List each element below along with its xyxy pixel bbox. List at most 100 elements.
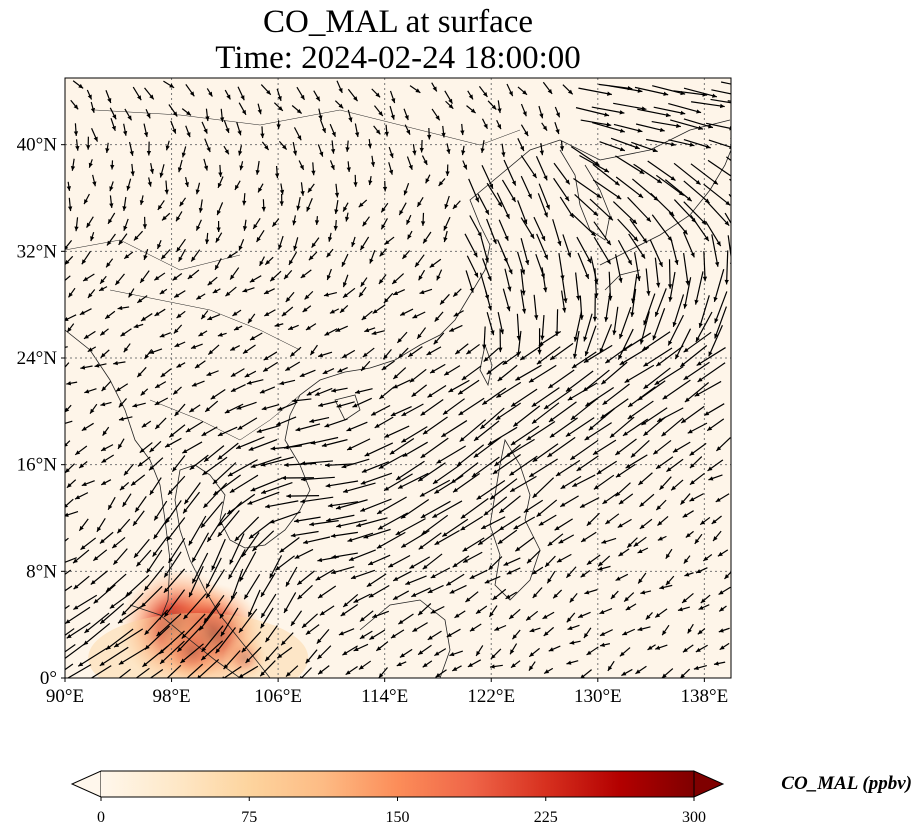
wind-arrow-head bbox=[146, 113, 151, 119]
wind-arrow bbox=[140, 585, 163, 608]
wind-arrow-head bbox=[532, 457, 538, 462]
wind-arrow-head bbox=[172, 128, 177, 134]
wind-arrow bbox=[674, 328, 692, 360]
wind-arrow-head bbox=[366, 582, 372, 587]
wind-arrow-head bbox=[106, 645, 111, 650]
wind-arrow bbox=[84, 612, 110, 634]
wind-arrow-head bbox=[96, 526, 102, 532]
wind-arrow-head bbox=[118, 660, 124, 665]
wind-arrow-head bbox=[79, 525, 84, 531]
wind-arrow-head bbox=[195, 189, 200, 195]
wind-arrow bbox=[647, 160, 676, 182]
wind-arrow-head bbox=[532, 493, 538, 498]
wind-arrow-head bbox=[88, 162, 93, 168]
wind-arrow-head bbox=[571, 363, 577, 369]
wind-arrow-head bbox=[499, 508, 505, 513]
wind-arrow bbox=[637, 380, 666, 401]
wind-arrow-head bbox=[93, 598, 99, 604]
wind-arrow bbox=[227, 459, 258, 477]
wind-arrow-head bbox=[461, 375, 467, 381]
colorbar-tick-label: 75 bbox=[241, 809, 257, 826]
wind-arrow bbox=[614, 254, 622, 283]
wind-arrow bbox=[667, 314, 685, 346]
wind-arrow-head bbox=[83, 276, 89, 282]
wind-arrow bbox=[584, 422, 612, 441]
wind-arrow bbox=[458, 397, 485, 416]
map-frame bbox=[64, 77, 732, 679]
wind-arrow-head bbox=[334, 192, 340, 198]
wind-arrow-head bbox=[689, 480, 695, 485]
wind-arrow-head bbox=[397, 338, 402, 343]
wind-arrow-head bbox=[420, 221, 426, 226]
wind-arrow-head bbox=[477, 232, 482, 237]
wind-arrow-head bbox=[520, 269, 526, 275]
wind-arrow-head bbox=[354, 132, 360, 138]
wind-arrow-head bbox=[420, 453, 426, 458]
wind-arrow-head bbox=[474, 272, 479, 278]
wind-arrow-head bbox=[232, 311, 238, 316]
wind-arrow-head bbox=[80, 545, 86, 550]
wind-arrow-head bbox=[331, 570, 336, 575]
wind-arrow-head bbox=[580, 503, 586, 508]
wind-arrow-head bbox=[538, 341, 544, 346]
wind-arrow bbox=[694, 380, 722, 397]
wind-arrow-head bbox=[565, 432, 571, 437]
wind-arrow bbox=[706, 122, 731, 130]
wind-arrow-head bbox=[393, 576, 399, 581]
wind-arrow-head bbox=[547, 88, 553, 94]
wind-arrow-head bbox=[489, 183, 494, 189]
wind-arrow-head bbox=[306, 391, 312, 396]
wind-arrow-head bbox=[449, 327, 455, 332]
wind-arrow-head bbox=[415, 88, 421, 93]
wind-arrow-head bbox=[521, 308, 527, 314]
wind-arrow-head bbox=[199, 625, 204, 631]
wind-arrow-head bbox=[117, 528, 122, 534]
title-line-1: CO_MAL at surface bbox=[262, 4, 534, 40]
wind-arrow-head bbox=[638, 578, 643, 584]
wind-arrow bbox=[436, 445, 466, 464]
wind-arrow-head bbox=[427, 588, 433, 593]
wind-arrow-head bbox=[670, 142, 676, 147]
wind-arrow-head bbox=[173, 389, 179, 395]
wind-arrow bbox=[441, 518, 469, 538]
wind-arrow-head bbox=[68, 292, 73, 298]
wind-arrow-head bbox=[144, 629, 150, 635]
wind-arrow-head bbox=[247, 500, 253, 505]
wind-arrow-head bbox=[615, 576, 621, 581]
wind-arrow bbox=[668, 259, 671, 289]
wind-arrow-head bbox=[248, 534, 254, 539]
wind-arrow-head bbox=[176, 313, 182, 319]
wind-arrow-head bbox=[176, 247, 181, 252]
wind-arrow-head bbox=[677, 607, 683, 612]
wind-arrow-head bbox=[543, 212, 548, 218]
wind-arrow-head bbox=[622, 631, 628, 636]
wind-arrow-head bbox=[443, 237, 448, 243]
wind-arrow-head bbox=[218, 172, 223, 178]
wind-arrow bbox=[673, 199, 697, 224]
wind-arrow-head bbox=[390, 633, 396, 639]
wind-arrow-head bbox=[329, 309, 335, 314]
wind-arrow-head bbox=[476, 650, 481, 656]
wind-arrow-head bbox=[227, 472, 233, 477]
wind-arrow-head bbox=[292, 220, 297, 226]
wind-arrow-head bbox=[234, 184, 240, 190]
wind-arrow bbox=[200, 501, 224, 529]
wind-arrow-head bbox=[408, 352, 414, 357]
wind-arrow-head bbox=[341, 261, 346, 267]
wind-arrow-head bbox=[322, 369, 328, 374]
wind-arrow-head bbox=[505, 452, 511, 457]
wind-arrow bbox=[66, 622, 91, 639]
wind-arrow bbox=[65, 420, 73, 425]
wind-arrow bbox=[574, 194, 599, 217]
wind-arrow-head bbox=[279, 189, 285, 195]
wind-arrow-head bbox=[292, 150, 298, 156]
wind-arrow-head bbox=[252, 546, 258, 552]
wind-arrow-head bbox=[619, 651, 625, 657]
wind-arrow-head bbox=[172, 111, 178, 117]
wind-arrow-head bbox=[196, 225, 201, 231]
wind-arrow-head bbox=[606, 240, 611, 246]
wind-arrow bbox=[302, 536, 331, 544]
wind-arrow bbox=[651, 120, 681, 128]
wind-arrow-head bbox=[576, 466, 582, 471]
wind-arrow-head bbox=[154, 275, 160, 281]
